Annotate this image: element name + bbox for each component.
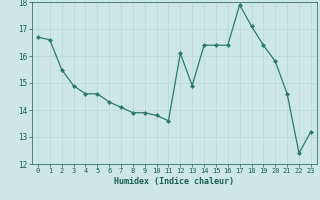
X-axis label: Humidex (Indice chaleur): Humidex (Indice chaleur) (115, 177, 234, 186)
